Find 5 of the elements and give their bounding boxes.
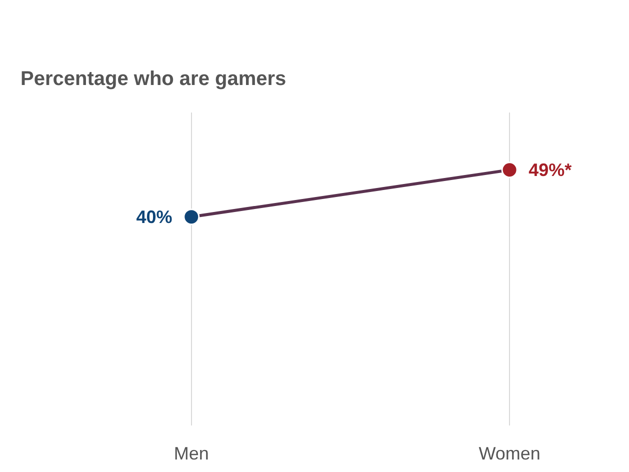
x-tick-label: Men [174,444,209,464]
chart-title: Percentage who are gamers [20,68,286,90]
x-tick-label: Women [478,444,540,464]
data-label: 49%* [528,160,572,180]
data-label: 40% [136,206,172,227]
